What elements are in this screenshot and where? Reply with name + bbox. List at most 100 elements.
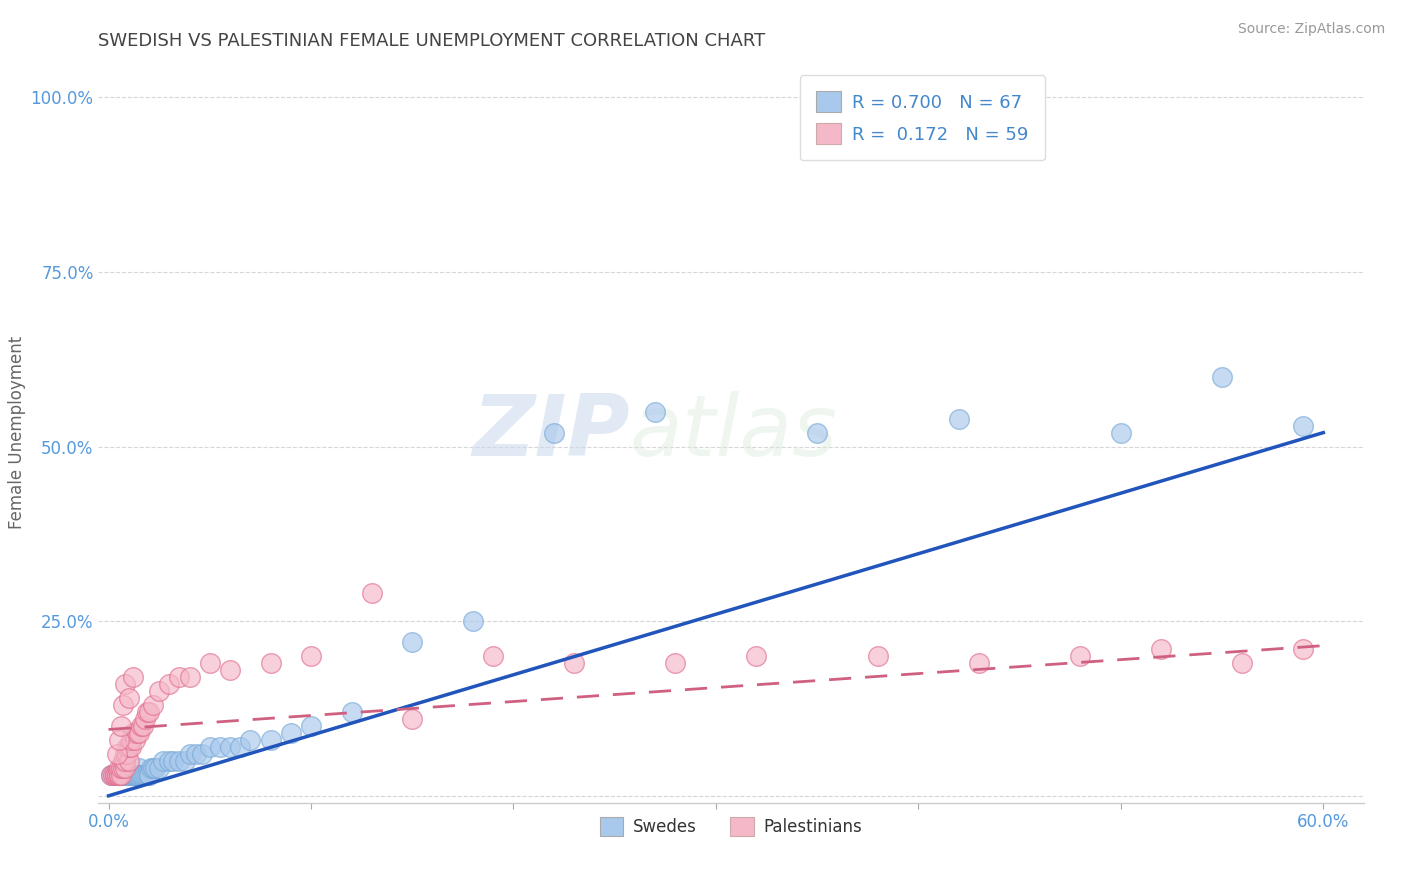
Point [1069, 649, 1091, 664]
Point [114, 754, 136, 768]
Point [157, 754, 180, 768]
Point [179, 670, 201, 684]
Point [118, 768, 141, 782]
Point [157, 677, 180, 691]
Point [482, 649, 505, 664]
Point [132, 719, 155, 733]
Point [115, 768, 138, 782]
Point [174, 754, 197, 768]
Point [138, 768, 160, 782]
Point [115, 768, 138, 782]
Point [118, 768, 141, 782]
Point [1292, 418, 1315, 433]
Point [120, 768, 142, 782]
Point [118, 768, 141, 782]
Point [299, 719, 322, 733]
Point [190, 747, 212, 761]
Point [1150, 642, 1173, 657]
Point [134, 768, 156, 782]
Point [110, 768, 132, 782]
Point [118, 768, 141, 782]
Point [139, 761, 162, 775]
Point [644, 405, 666, 419]
Point [118, 754, 141, 768]
Point [104, 768, 127, 782]
Point [121, 768, 143, 782]
Point [120, 733, 142, 747]
Point [967, 656, 990, 670]
Point [107, 768, 129, 782]
Point [198, 739, 221, 754]
Point [360, 586, 382, 600]
Point [401, 712, 423, 726]
Point [169, 754, 191, 768]
Point [229, 739, 252, 754]
Point [401, 635, 423, 649]
Point [110, 768, 132, 782]
Point [115, 739, 138, 754]
Point [100, 768, 122, 782]
Point [104, 768, 127, 782]
Point [299, 649, 322, 664]
Point [111, 768, 134, 782]
Point [136, 768, 159, 782]
Point [142, 698, 165, 712]
Point [114, 747, 136, 761]
Text: Source: ZipAtlas.com: Source: ZipAtlas.com [1237, 22, 1385, 37]
Point [124, 733, 146, 747]
Point [219, 663, 242, 677]
Point [105, 768, 128, 782]
Point [120, 739, 142, 754]
Point [115, 747, 138, 761]
Point [1292, 642, 1315, 657]
Point [105, 747, 128, 761]
Point [128, 768, 150, 782]
Point [101, 768, 124, 782]
Point [138, 768, 160, 782]
Point [340, 705, 363, 719]
Point [105, 768, 128, 782]
Point [1109, 425, 1132, 440]
Point [948, 411, 970, 425]
Point [124, 768, 146, 782]
Text: ZIP: ZIP [472, 391, 630, 475]
Point [105, 768, 128, 782]
Point [259, 733, 281, 747]
Point [121, 670, 143, 684]
Point [105, 768, 128, 782]
Point [110, 719, 132, 733]
Point [125, 768, 148, 782]
Text: SWEDISH VS PALESTINIAN FEMALE UNEMPLOYMENT CORRELATION CHART: SWEDISH VS PALESTINIAN FEMALE UNEMPLOYME… [98, 32, 766, 50]
Point [148, 761, 170, 775]
Point [107, 768, 129, 782]
Point [110, 761, 132, 775]
Point [745, 649, 768, 664]
Point [129, 768, 152, 782]
Point [111, 698, 134, 712]
Point [148, 684, 170, 698]
Point [138, 705, 160, 719]
Point [107, 768, 129, 782]
Point [110, 768, 132, 782]
Point [1232, 656, 1254, 670]
Point [179, 747, 201, 761]
Point [124, 768, 146, 782]
Point [142, 761, 165, 775]
Point [136, 705, 159, 719]
Point [125, 726, 148, 740]
Point [107, 761, 129, 775]
Point [118, 691, 141, 706]
Point [198, 656, 221, 670]
Point [101, 768, 124, 782]
Point [1211, 369, 1233, 384]
Point [129, 768, 152, 782]
Point [664, 656, 686, 670]
Point [461, 614, 484, 628]
Point [114, 761, 136, 775]
Point [129, 719, 152, 733]
Point [104, 768, 127, 782]
Point [114, 768, 136, 782]
Point [111, 768, 134, 782]
Point [128, 761, 150, 775]
Point [162, 754, 184, 768]
